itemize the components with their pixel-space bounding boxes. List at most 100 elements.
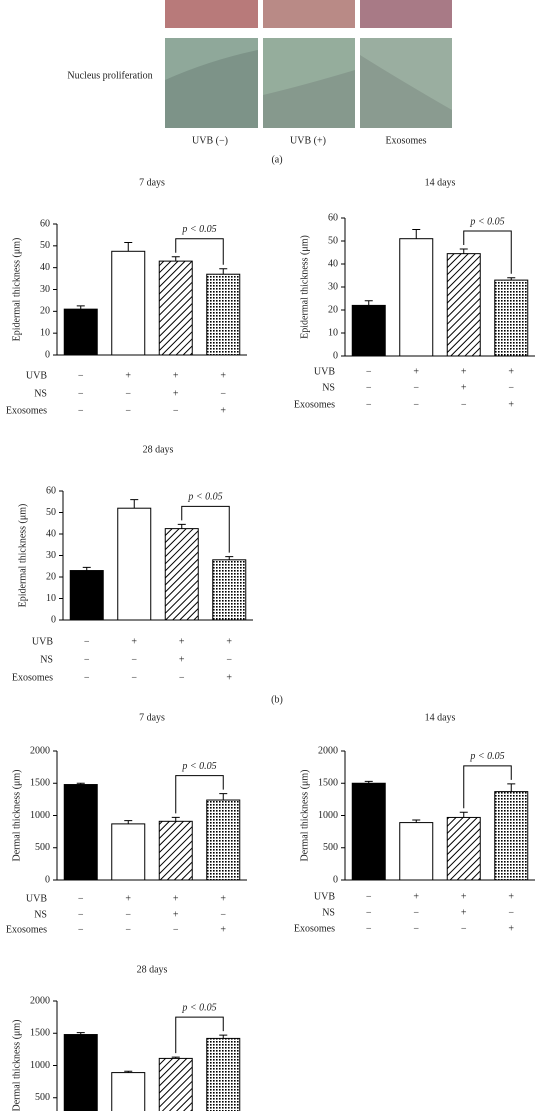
error-bar xyxy=(507,277,516,281)
y-tick-label: 1500 xyxy=(30,778,50,789)
y-tick-label: 40 xyxy=(40,262,50,273)
bar xyxy=(164,528,199,621)
condition-mark: − xyxy=(461,399,467,410)
condition-mark: + xyxy=(461,907,467,918)
significance-bracket xyxy=(181,505,230,553)
condition-label: NS xyxy=(322,907,335,918)
condition-mark: + xyxy=(173,893,179,904)
condition-mark: + xyxy=(125,893,131,904)
micrographs xyxy=(165,0,452,128)
y-tick-label: 500 xyxy=(35,1092,50,1103)
condition-label: UVB xyxy=(26,893,47,904)
bar xyxy=(399,238,434,357)
y-tick-label: 60 xyxy=(328,212,338,223)
condition-mark: − xyxy=(508,907,514,918)
condition-mark: − xyxy=(366,399,372,410)
error-bar xyxy=(124,1070,133,1073)
condition-label: NS xyxy=(40,654,53,665)
bar xyxy=(63,784,98,881)
image xyxy=(360,0,452,28)
error-bar xyxy=(171,1056,180,1059)
y-axis-label: Epidermal thickness (μm) xyxy=(17,504,28,608)
y-tick-label: 0 xyxy=(333,874,338,885)
bar xyxy=(206,1037,241,1111)
error-bar xyxy=(412,229,421,239)
annotation: p < 0.05 xyxy=(469,751,504,762)
bar xyxy=(446,816,481,881)
bar xyxy=(206,799,241,881)
error-bar xyxy=(507,783,516,792)
condition-mark: − xyxy=(84,672,90,683)
condition-label: NS xyxy=(34,909,47,920)
y-axis-label: Epidermal thickness (μm) xyxy=(299,235,310,339)
y-tick-label: 1000 xyxy=(30,1060,50,1071)
condition-mark: + xyxy=(508,366,514,377)
condition-mark: + xyxy=(131,636,137,647)
condition-mark: − xyxy=(413,382,419,393)
bar xyxy=(63,308,98,356)
condition-mark: − xyxy=(78,405,84,416)
error-bar xyxy=(225,556,234,560)
y-tick-label: 50 xyxy=(40,240,50,251)
condition-mark: + xyxy=(173,909,179,920)
bar xyxy=(158,1057,193,1111)
condition-mark: + xyxy=(226,672,232,683)
condition-mark: − xyxy=(78,388,84,399)
condition-mark: − xyxy=(131,672,137,683)
condition-mark: − xyxy=(366,382,372,393)
condition-label: Exosomes xyxy=(12,672,53,683)
y-tick-label: 500 xyxy=(35,842,50,853)
error-bar xyxy=(364,300,373,306)
bar xyxy=(206,273,241,356)
annotation: p < 0.05 xyxy=(181,224,216,235)
condition-label: NS xyxy=(34,388,47,399)
y-axis-label: Epidermal thickness (μm) xyxy=(11,238,22,342)
chart-title: 28 days xyxy=(143,444,174,455)
condition-label: UVB xyxy=(314,891,335,902)
y-tick-label: 500 xyxy=(323,842,338,853)
bar xyxy=(446,253,481,357)
condition-mark: − xyxy=(366,923,372,934)
y-tick-label: 40 xyxy=(328,258,338,269)
column-label: Exosomes xyxy=(385,135,426,146)
y-axis-label: Dermal thickness (μm) xyxy=(11,1019,22,1111)
bar xyxy=(158,260,193,356)
condition-mark: − xyxy=(366,366,372,377)
condition-mark: + xyxy=(508,923,514,934)
condition-mark: + xyxy=(125,370,131,381)
bar xyxy=(351,304,386,357)
y-axis-label: Dermal thickness (μm) xyxy=(11,769,22,861)
annotation: p < 0.05 xyxy=(187,492,222,503)
condition-mark: − xyxy=(78,924,84,935)
y-tick-label: 1000 xyxy=(318,810,338,821)
condition-mark: − xyxy=(413,907,419,918)
bar xyxy=(111,250,146,356)
condition-mark: − xyxy=(366,891,372,902)
chart-title: 28 days xyxy=(137,964,168,975)
image xyxy=(263,0,355,28)
chart-title: 7 days xyxy=(139,712,165,723)
condition-mark: − xyxy=(131,654,137,665)
error-bar xyxy=(177,523,186,529)
condition-mark: − xyxy=(173,405,179,416)
condition-label: UVB xyxy=(314,366,335,377)
condition-label: UVB xyxy=(26,370,47,381)
y-tick-label: 30 xyxy=(40,284,50,295)
condition-label: NS xyxy=(322,382,335,393)
y-tick-label: 30 xyxy=(328,281,338,292)
significance-bracket xyxy=(175,1016,224,1054)
error-bar xyxy=(171,256,180,262)
bar xyxy=(111,1072,146,1111)
error-bar xyxy=(219,793,228,801)
error-bar xyxy=(219,1034,228,1039)
condition-mark: − xyxy=(125,405,131,416)
condition-label: Exosomes xyxy=(6,405,47,416)
significance-bracket xyxy=(463,765,512,809)
chart-title: 7 days xyxy=(139,177,165,188)
condition-mark: + xyxy=(461,891,467,902)
condition-mark: + xyxy=(226,636,232,647)
condition-mark: − xyxy=(78,909,84,920)
column-label: UVB (+) xyxy=(290,135,326,146)
condition-mark: − xyxy=(179,672,185,683)
y-tick-label: 1500 xyxy=(318,778,338,789)
